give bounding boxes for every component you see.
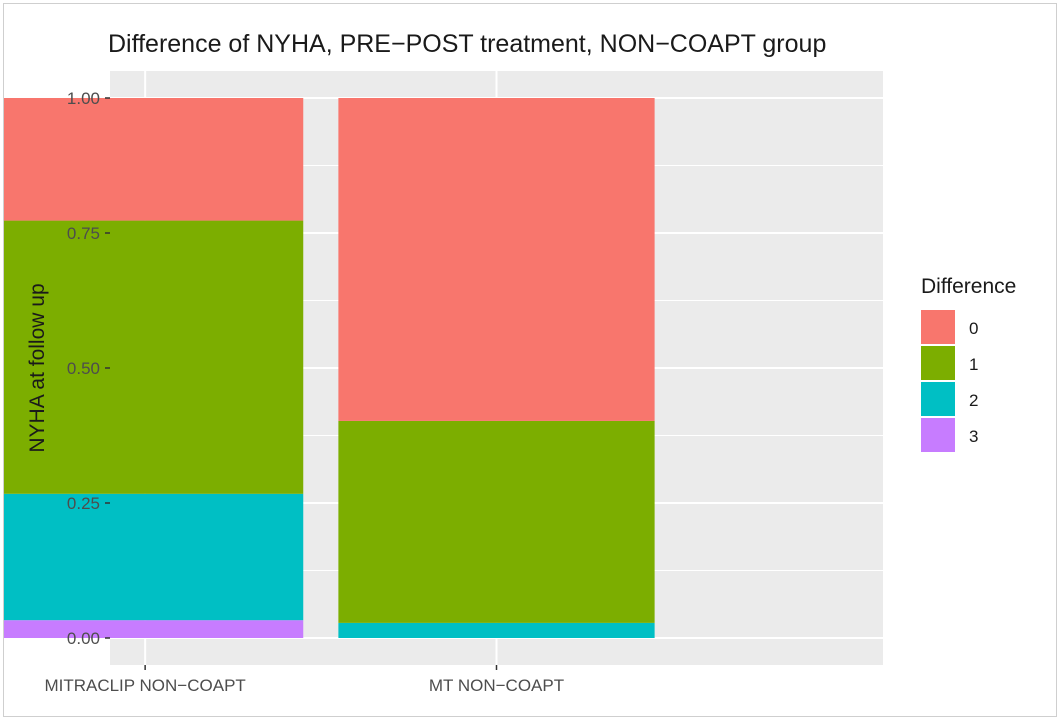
bar-segment [4,98,304,221]
y-tick-label: 0.25 [67,494,100,513]
x-axis: MITRACLIP NON−COAPT MT NON−COAPT [44,665,564,695]
y-tick-label: 0.00 [67,629,100,648]
legend-label: 2 [969,391,978,410]
legend-title: Difference [921,275,1016,298]
bar-segment [4,220,304,494]
y-axis: 0.00 0.25 0.50 0.75 1.00 [67,89,110,648]
legend-key [921,382,955,416]
legend-key [921,346,955,380]
chart-title: Difference of NYHA, PRE−POST treatment, … [108,30,826,58]
y-tick-label: 1.00 [67,89,100,108]
x-tick-label: MITRACLIP NON−COAPT [44,676,245,695]
legend-label: 1 [969,355,978,374]
legend-key [921,418,955,452]
legend: Difference 0 1 2 3 [921,275,1016,452]
bars [4,98,655,638]
legend-label: 3 [969,427,978,446]
bar-segment [4,620,304,638]
figure-frame: Difference of NYHA, PRE−POST treatment, … [3,3,1057,717]
bar-segment [338,420,655,623]
stacked-bar-chart: Difference of NYHA, PRE−POST treatment, … [4,30,1016,695]
legend-key [921,310,955,344]
legend-label: 0 [969,319,978,338]
x-tick-label: MT NON−COAPT [429,676,564,695]
bar-segment [338,98,655,421]
y-tick-label: 0.50 [67,359,100,378]
y-tick-label: 0.75 [67,224,100,243]
y-axis-label: NYHA at follow up [26,283,49,452]
bar-segment [4,493,304,621]
bar-segment [338,622,655,638]
